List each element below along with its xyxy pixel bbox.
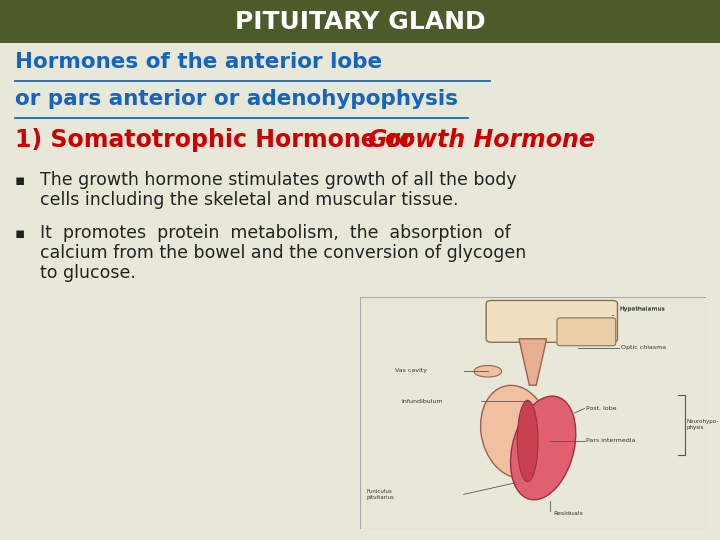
Text: calcium from the bowel and the conversion of glycogen: calcium from the bowel and the conversio… — [40, 244, 526, 262]
Text: Optic chiasma: Optic chiasma — [621, 345, 666, 350]
Polygon shape — [519, 339, 546, 385]
Text: The growth hormone stimulates growth of all the body: The growth hormone stimulates growth of … — [40, 171, 517, 189]
Text: or pars anterior or adenohypophysis: or pars anterior or adenohypophysis — [15, 89, 458, 109]
Ellipse shape — [510, 396, 576, 500]
Text: cells including the skeletal and muscular tissue.: cells including the skeletal and muscula… — [40, 191, 459, 209]
Text: Funiculus
pituitarius: Funiculus pituitarius — [367, 489, 395, 500]
Text: ▪: ▪ — [15, 226, 25, 241]
Text: 1) Somatotrophic Hormone or: 1) Somatotrophic Hormone or — [15, 128, 421, 152]
Text: Vas cavity: Vas cavity — [395, 368, 426, 374]
Ellipse shape — [517, 400, 538, 482]
Text: Hormones of the anterior lobe: Hormones of the anterior lobe — [15, 52, 382, 72]
Text: Pars intermedia: Pars intermedia — [586, 438, 636, 443]
Text: Growth Hormone: Growth Hormone — [368, 128, 595, 152]
Text: Infundibulum: Infundibulum — [402, 399, 443, 404]
FancyBboxPatch shape — [486, 300, 618, 342]
Text: Residuals: Residuals — [554, 511, 583, 516]
Text: PITUITARY GLAND: PITUITARY GLAND — [235, 10, 485, 34]
Ellipse shape — [480, 386, 551, 478]
Text: Hypothalamus: Hypothalamus — [612, 307, 665, 315]
Ellipse shape — [474, 366, 502, 377]
FancyBboxPatch shape — [557, 318, 616, 346]
Text: Neurohypo-
physis: Neurohypo- physis — [687, 419, 719, 430]
Text: to glucose.: to glucose. — [40, 264, 136, 282]
FancyBboxPatch shape — [0, 0, 720, 43]
Text: Post. lobe: Post. lobe — [586, 406, 617, 410]
Text: Hypothalamus: Hypothalamus — [619, 306, 665, 311]
Text: It  promotes  protein  metabolism,  the  absorption  of: It promotes protein metabolism, the abso… — [40, 224, 510, 242]
Text: ▪: ▪ — [15, 173, 25, 188]
